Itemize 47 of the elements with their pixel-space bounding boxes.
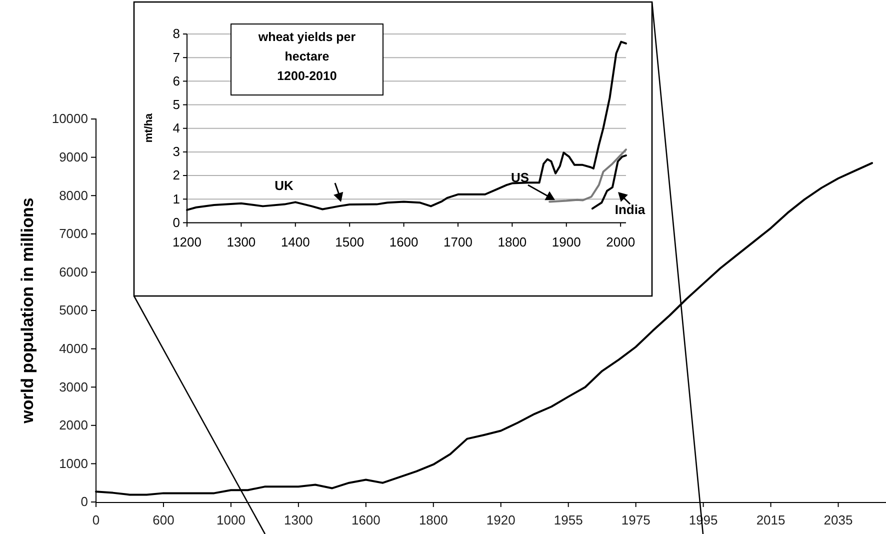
- line-series: [548, 148, 627, 203]
- text: US: [510, 170, 530, 185]
- series-label: UK: [274, 178, 294, 193]
- y-tick-label: 1: [172, 191, 180, 206]
- x-tick-label: 1300: [226, 234, 256, 250]
- x-tick-label: 0: [92, 512, 100, 528]
- y-axis-title: world population in millions: [18, 198, 37, 424]
- y-tick-label: 7: [172, 50, 180, 65]
- x-tick-label: 1800: [418, 512, 448, 528]
- y-tick-label: 3: [172, 144, 180, 160]
- y-tick-label: 6000: [59, 264, 88, 280]
- x-tick-label: 1300: [284, 512, 313, 528]
- x-tick-label: 1400: [280, 234, 310, 250]
- y-tick-label: 7000: [59, 226, 88, 242]
- x-tick-label: 1000: [216, 512, 246, 528]
- y-tick-label: 6: [172, 73, 180, 88]
- y-tick-label: 5: [172, 96, 180, 112]
- x-tick-label: 1800: [498, 234, 527, 250]
- x-tick-label: 2035: [824, 512, 853, 528]
- y-tick-label: 9000: [59, 149, 88, 164]
- x-tick-label: 1975: [621, 512, 650, 528]
- x-tick-label: 2015: [756, 512, 786, 528]
- y-tick-label: 4000: [59, 340, 88, 356]
- y-axis-title: mt/ha: [143, 112, 155, 143]
- x-tick-label: 1200: [172, 234, 202, 250]
- legend-label: India: [614, 202, 646, 217]
- y-tick-label: 3000: [59, 379, 88, 394]
- y-tick-label: 4: [172, 120, 180, 136]
- y-tick-label: 2000: [59, 418, 88, 433]
- x-tick-label: 1500: [335, 234, 364, 250]
- y-tick-label: 0: [172, 214, 180, 230]
- y-tick-label: 10000: [52, 111, 88, 126]
- x-tick-label: 1900: [552, 234, 581, 250]
- x-tick-label: 1600: [351, 512, 380, 528]
- x-tick-label: 1700: [444, 234, 472, 250]
- y-tick-label: 2: [172, 168, 180, 183]
- x-tick-label: 1955: [554, 512, 583, 528]
- text: wheat yields per hectare 1200-2010: [257, 30, 356, 83]
- x-tick-label: 2000: [606, 234, 636, 250]
- y-tick-label: 1000: [59, 456, 88, 471]
- y-tick-label: 0: [80, 494, 88, 510]
- x-tick-label: 1600: [389, 234, 418, 250]
- y-tick-label: 8000: [59, 188, 88, 203]
- x-tick-label: 1920: [486, 512, 516, 528]
- y-tick-label: 5000: [59, 302, 88, 318]
- x-tick-label: 600: [152, 512, 174, 528]
- y-tick-label: 8: [172, 26, 180, 42]
